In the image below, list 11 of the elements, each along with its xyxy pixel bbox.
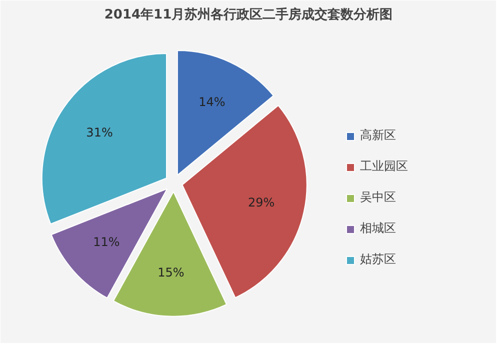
data-label: 15%	[158, 266, 184, 280]
chart-title: 2014年11月苏州各行政区二手房成交套数分析图	[104, 6, 393, 22]
legend-label: 吴中区	[360, 189, 396, 206]
legend-label: 高新区	[360, 127, 396, 144]
legend-label: 相城区	[360, 220, 396, 237]
data-label: 14%	[198, 94, 226, 109]
legend-label: 姑苏区	[360, 251, 396, 268]
data-label: 11%	[93, 235, 120, 250]
data-label: 29%	[248, 196, 275, 210]
legend-label: 工业园区	[360, 158, 408, 175]
data-label: 31%	[86, 126, 113, 140]
